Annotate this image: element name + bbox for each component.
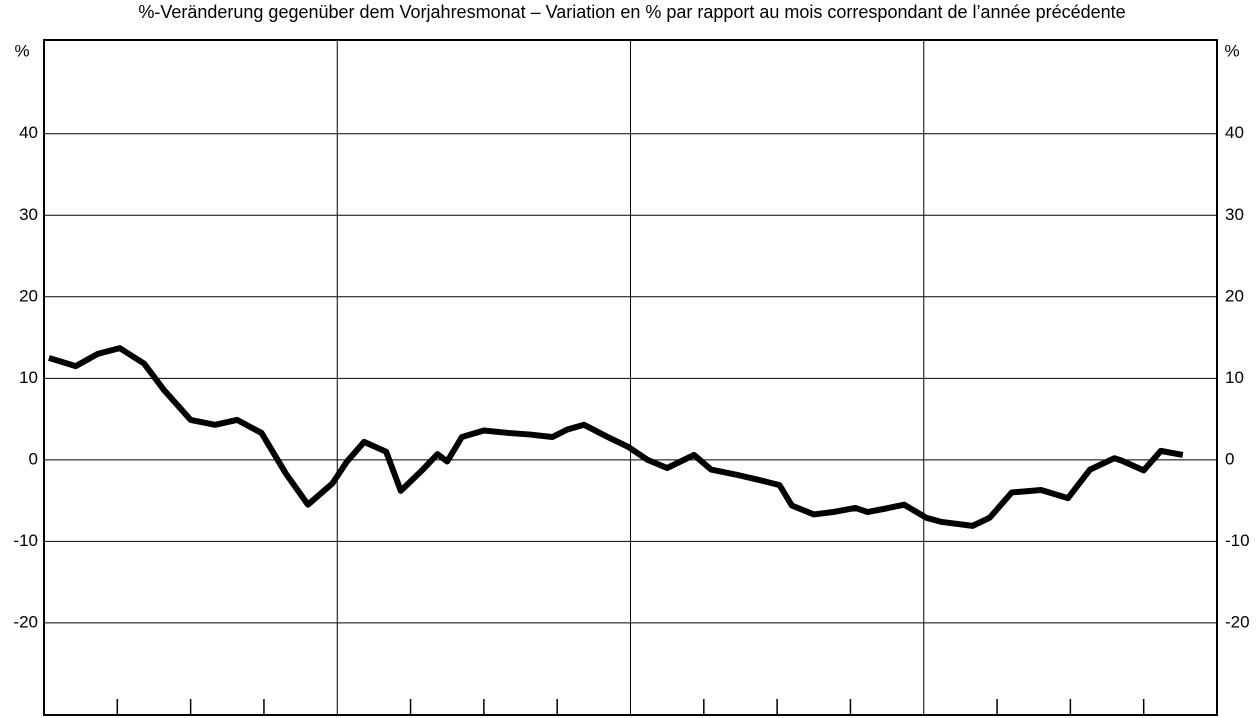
y-tick-label: -20 <box>13 612 38 631</box>
y-tick-label-right: -20 <box>1225 612 1250 631</box>
y-tick-label-right: 10 <box>1225 368 1244 387</box>
y-tick-label: 20 <box>19 286 38 305</box>
y-tick-label: -10 <box>13 531 38 550</box>
chart-title: %-Veränderung gegenüber dem Vorjahresmon… <box>138 2 1125 22</box>
y-tick-label: 0 <box>29 449 38 468</box>
y-unit-right: % <box>1224 41 1239 60</box>
y-tick-label-right: 0 <box>1225 449 1234 468</box>
data-line <box>48 345 1184 529</box>
plot-frame <box>43 39 1218 716</box>
y-tick-label-right: 20 <box>1225 286 1244 305</box>
y-tick-label: 30 <box>19 205 38 224</box>
y-tick-label-right: 30 <box>1225 205 1244 224</box>
y-tick-label: 10 <box>19 368 38 387</box>
y-tick-label-right: -10 <box>1225 531 1250 550</box>
y-tick-label-right: 40 <box>1225 123 1244 142</box>
y-tick-label: 40 <box>19 123 38 142</box>
y-unit-left: % <box>14 41 29 60</box>
